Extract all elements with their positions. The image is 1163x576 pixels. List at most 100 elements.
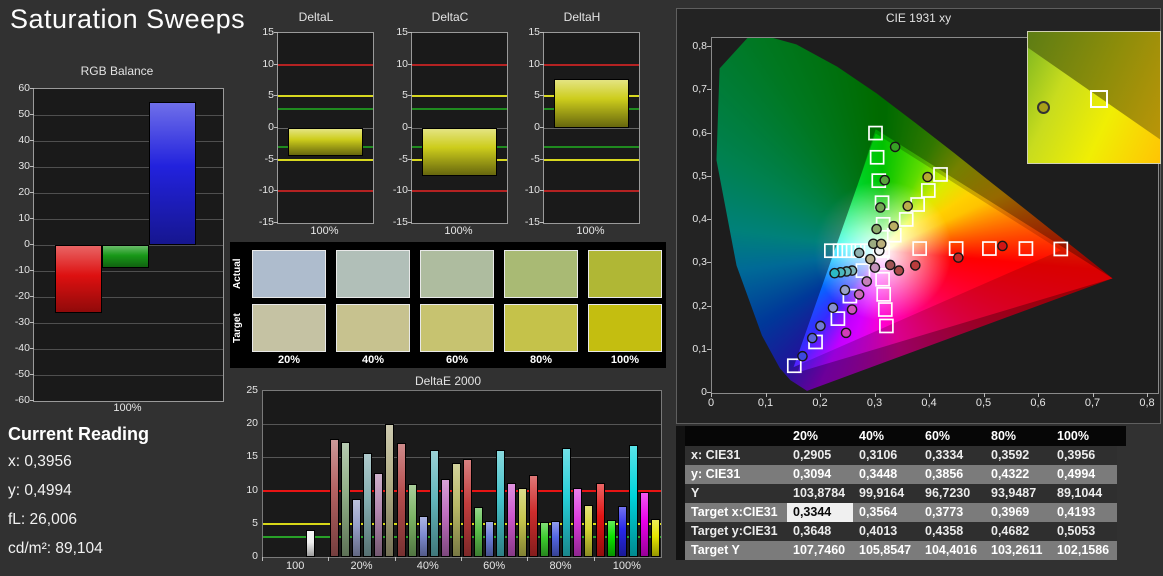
table-cell[interactable]: 0,3956 bbox=[1051, 446, 1117, 465]
cie-x-tick-label: 0,3 bbox=[866, 397, 883, 409]
cie-measurement-marker bbox=[853, 289, 865, 300]
cie-y-tick-label: 0,7 bbox=[692, 83, 707, 96]
deltae-bar bbox=[650, 519, 660, 557]
deltae-bar bbox=[418, 515, 428, 557]
delta-limit-yellow bbox=[412, 95, 507, 98]
table-cell[interactable]: 0,3106 bbox=[853, 446, 919, 465]
deltae-bar bbox=[306, 529, 316, 557]
table-cell[interactable]: 0,4013 bbox=[853, 522, 919, 541]
table-cell[interactable]: 93,9487 bbox=[985, 484, 1051, 503]
delta-x-label: 100% bbox=[576, 225, 605, 237]
deltae-bar bbox=[463, 458, 473, 557]
deltae-bar bbox=[385, 424, 395, 557]
delta-y-tick-label: 15 bbox=[396, 26, 408, 38]
cie-1931-chart: CIE 1931 xy 0 0,1 0,2 0,3 0,4 0,5 0,6 0,7 0,8 0 0,… bbox=[676, 8, 1161, 424]
cie-target-marker bbox=[869, 149, 885, 165]
table-cell[interactable]: 0,3856 bbox=[919, 465, 985, 484]
cie-y-tickmark bbox=[707, 132, 711, 134]
delta-chart-plot bbox=[543, 32, 640, 224]
current-reading-heading: Current Reading bbox=[8, 424, 150, 444]
delta-limit-green bbox=[278, 108, 373, 110]
table-cell[interactable]: 104,4016 bbox=[919, 541, 985, 560]
delta-bar bbox=[554, 78, 629, 128]
table-cell[interactable]: 99,9164 bbox=[853, 484, 919, 503]
delta-y-tickmark bbox=[540, 127, 544, 128]
table-cell[interactable]: 0,3648 bbox=[787, 522, 853, 541]
cie-y-tick-label: 0,4 bbox=[692, 213, 707, 225]
table-cell[interactable]: 0,4358 bbox=[919, 522, 985, 541]
table-cell[interactable]: 0,3094 bbox=[787, 465, 853, 484]
deltae-limit-green bbox=[263, 536, 661, 539]
current-reading-block: Current Reading x: 0,3956 y: 0,4994 fL: … bbox=[8, 424, 223, 572]
deltae-bar bbox=[540, 522, 550, 557]
table-cell[interactable]: 0,4994 bbox=[1051, 465, 1117, 484]
delta-c-chart: DeltaC 15 10 5 0 -5 -10 -15 100% bbox=[390, 8, 510, 240]
cie-title: CIE 1931 xy bbox=[885, 11, 952, 25]
table-cell[interactable]: 96,7230 bbox=[919, 484, 985, 503]
delta-y-tick-label: 10 bbox=[528, 57, 540, 70]
table-cell[interactable]: 107,7460 bbox=[787, 541, 853, 560]
delta-zero-line bbox=[544, 128, 639, 129]
cie-measurement-marker bbox=[922, 171, 933, 183]
target-swatch-20% bbox=[252, 304, 326, 352]
cie-target-marker bbox=[933, 167, 948, 182]
table-cell[interactable]: 0,3969 bbox=[985, 503, 1051, 522]
cie-x-tick-label: 0,1 bbox=[757, 397, 774, 409]
rgb-y-tick-label: 50 bbox=[18, 108, 30, 120]
cie-measurement-marker bbox=[827, 302, 839, 314]
table-cell[interactable]: 103,2611 bbox=[985, 541, 1051, 560]
cie-measurement-marker bbox=[909, 260, 921, 271]
target-swatch-40% bbox=[336, 304, 410, 352]
table-cell[interactable]: 103,8784 bbox=[787, 484, 853, 503]
table-header-stub bbox=[676, 426, 685, 446]
cie-measurement-marker bbox=[875, 202, 886, 213]
cie-x-tickmark bbox=[1038, 393, 1039, 397]
table-cell[interactable]: 102,1586 bbox=[1051, 541, 1117, 560]
table-cell[interactable]: 0,4193 bbox=[1051, 503, 1117, 522]
rgb-bar-green bbox=[102, 245, 149, 269]
delta-y-tick-label: -15 bbox=[524, 216, 540, 228]
deltae-bar bbox=[429, 450, 439, 557]
cie-y-tick-label: 0,2 bbox=[692, 299, 707, 312]
table-cell[interactable]: 0,3334 bbox=[919, 446, 985, 465]
table-cell[interactable]: 105,8547 bbox=[853, 541, 919, 560]
cie-y-tickmark bbox=[707, 348, 711, 350]
page-title: Saturation Sweeps bbox=[10, 4, 246, 34]
table-row: Target x:CIE31 0,3344 0,3564 0,3773 0,3969 0,… bbox=[676, 503, 1126, 522]
cie-x-tickmark bbox=[1092, 393, 1094, 397]
table-cell[interactable]: 0,5053 bbox=[1051, 522, 1117, 541]
deltae-bar bbox=[584, 505, 594, 557]
rgb-y-tick-label: 60 bbox=[18, 82, 30, 94]
table-cell[interactable]: 0,2905 bbox=[787, 446, 853, 465]
actual-swatch-60% bbox=[420, 250, 494, 298]
rgb-bar-red bbox=[55, 245, 102, 313]
table-cell[interactable]: 0,4682 bbox=[985, 522, 1051, 541]
deltae-limit-yellow bbox=[263, 522, 661, 525]
deltae-x-tick-label: 40% bbox=[416, 560, 439, 572]
table-cell[interactable]: 0,3592 bbox=[985, 446, 1051, 465]
deltae-bar bbox=[628, 445, 638, 557]
table-cell[interactable]: 0,3773 bbox=[919, 503, 985, 522]
deltae-bar bbox=[440, 479, 450, 557]
measurement-table: 20% 40% 60% 80% 100% x: CIE31 0,2905 0,3106 0,33… bbox=[676, 426, 1126, 566]
cie-measurement-marker bbox=[888, 220, 900, 232]
table-cell[interactable]: 0,3564 bbox=[853, 503, 919, 522]
table-cell[interactable]: 0,3448 bbox=[853, 465, 919, 484]
cie-y-tickmark bbox=[707, 175, 711, 177]
table-row-label: Target x:CIE31 bbox=[685, 503, 787, 522]
table-cell[interactable]: 89,1044 bbox=[1051, 484, 1117, 503]
cie-x-tickmark bbox=[765, 393, 767, 397]
deltae-group-60% bbox=[462, 391, 528, 557]
delta-limit-yellow bbox=[544, 158, 639, 161]
swatch-col-label: 80% bbox=[529, 354, 553, 366]
table-cell[interactable]: 0,4322 bbox=[985, 465, 1051, 484]
cie-target-marker bbox=[877, 302, 893, 317]
selected-cell[interactable]: 0,3344 bbox=[787, 503, 853, 522]
delta-limit-red bbox=[278, 190, 373, 193]
deltae-y-tick-label: 15 bbox=[246, 450, 258, 463]
deltae-group-80% bbox=[528, 391, 594, 557]
deltae-bar bbox=[496, 450, 506, 557]
delta-y-tickmark bbox=[274, 95, 278, 97]
delta-y-tick-label: 0 bbox=[402, 121, 408, 133]
